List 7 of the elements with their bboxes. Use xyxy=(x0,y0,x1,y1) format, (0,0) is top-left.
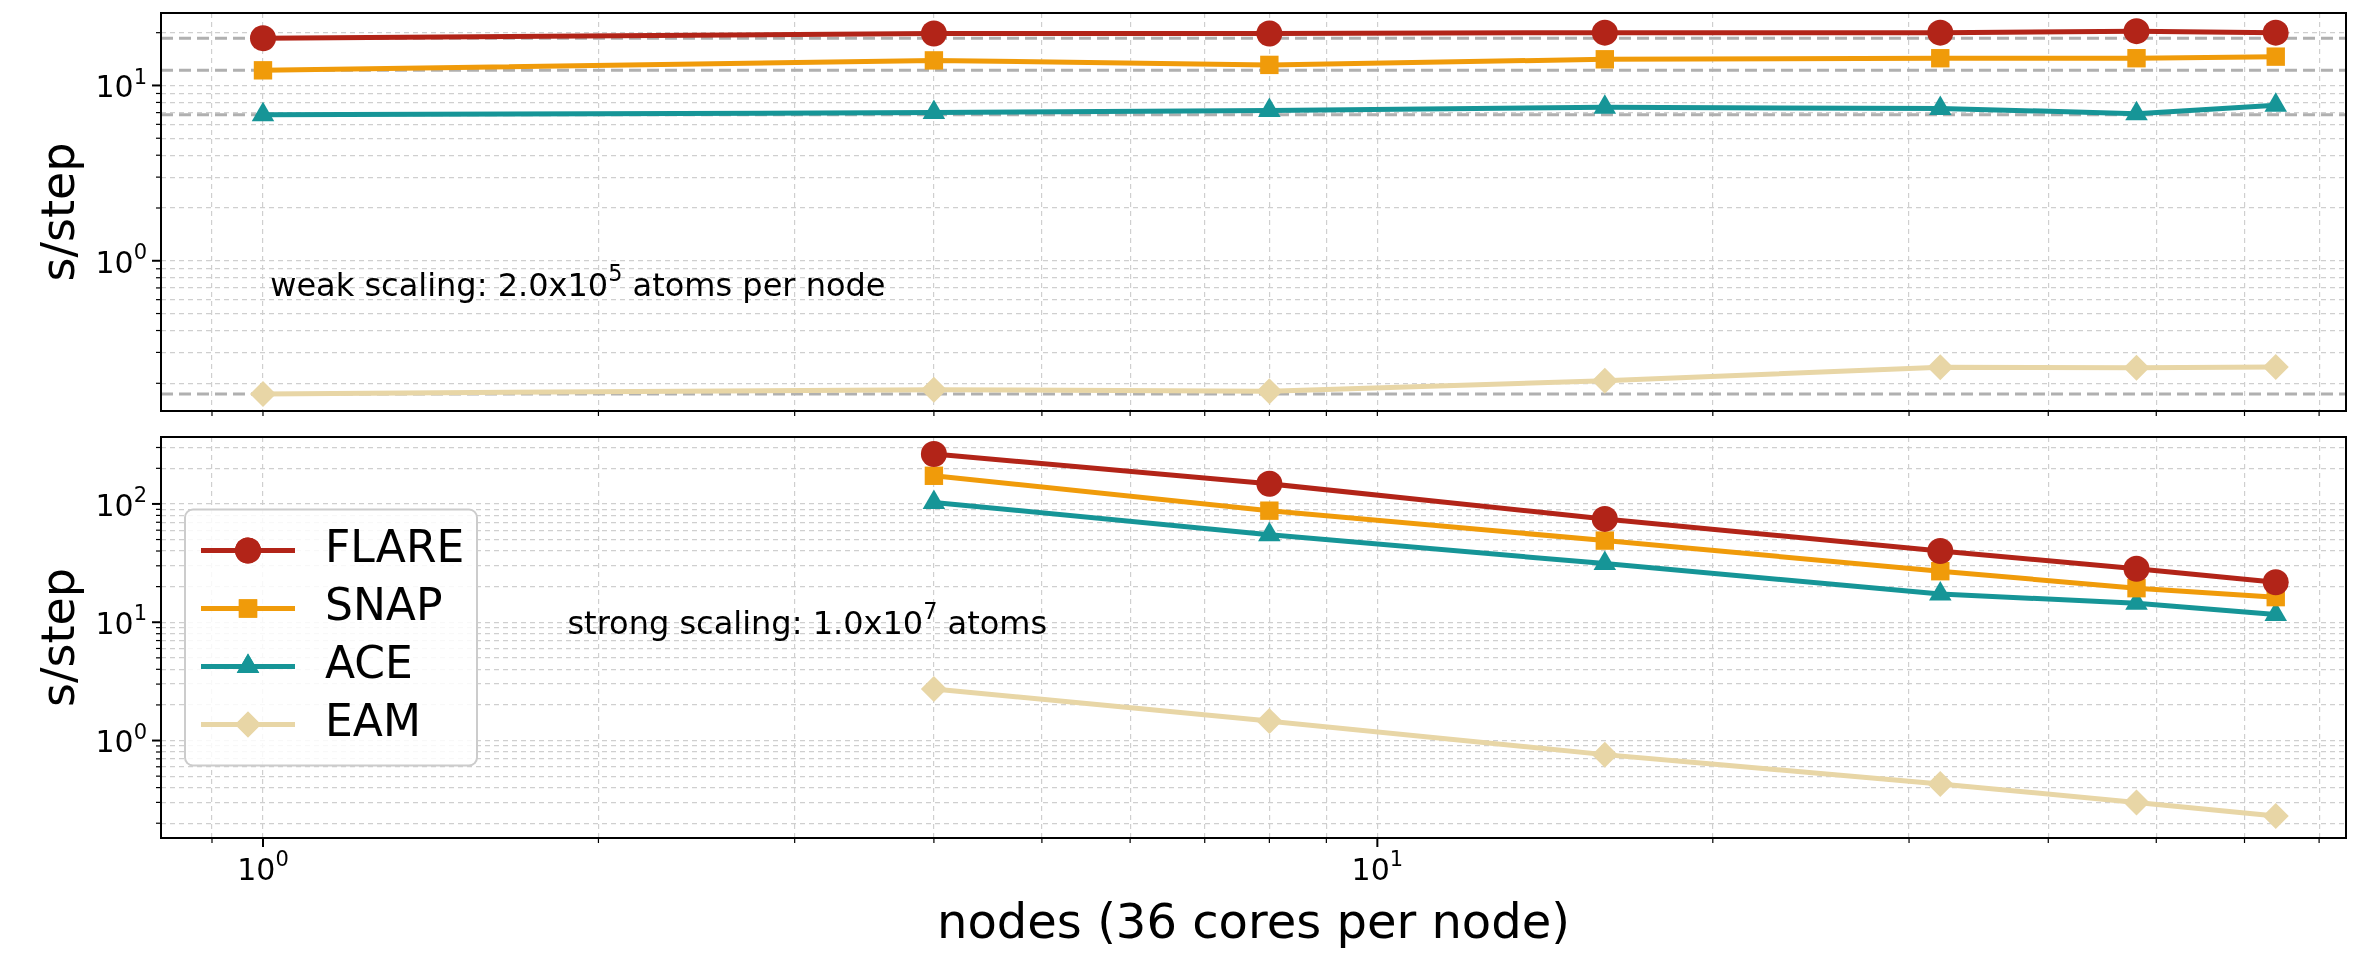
legend-label: ACE xyxy=(325,636,413,688)
y-axis-title: s/step xyxy=(30,142,85,282)
legend-label: FLARE xyxy=(325,520,465,572)
legend-label: EAM xyxy=(325,694,421,746)
x-axis-title: nodes (36 cores per node) xyxy=(937,893,1570,950)
y-axis-title: s/step xyxy=(30,568,85,707)
legend-label: SNAP xyxy=(325,578,443,630)
